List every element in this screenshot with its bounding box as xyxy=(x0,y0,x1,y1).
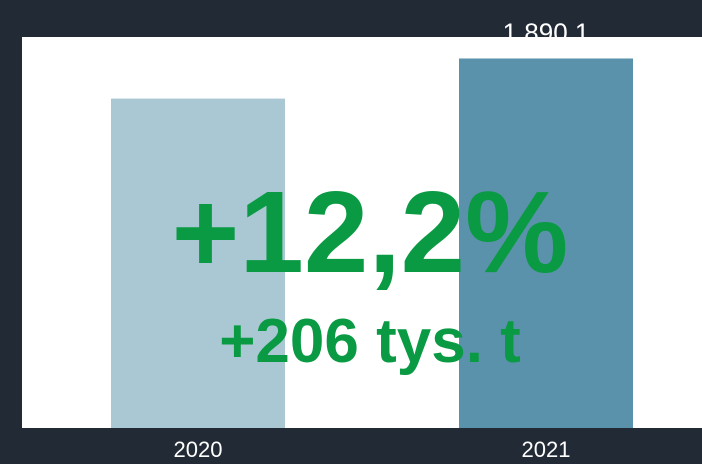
bar xyxy=(459,58,633,429)
x-tick-label: 2020 xyxy=(174,437,223,462)
bar xyxy=(111,98,285,429)
annotation: +12,2% xyxy=(172,167,569,297)
x-tick-label: 2021 xyxy=(522,437,571,462)
annotation: +206 tys. t xyxy=(219,307,521,376)
